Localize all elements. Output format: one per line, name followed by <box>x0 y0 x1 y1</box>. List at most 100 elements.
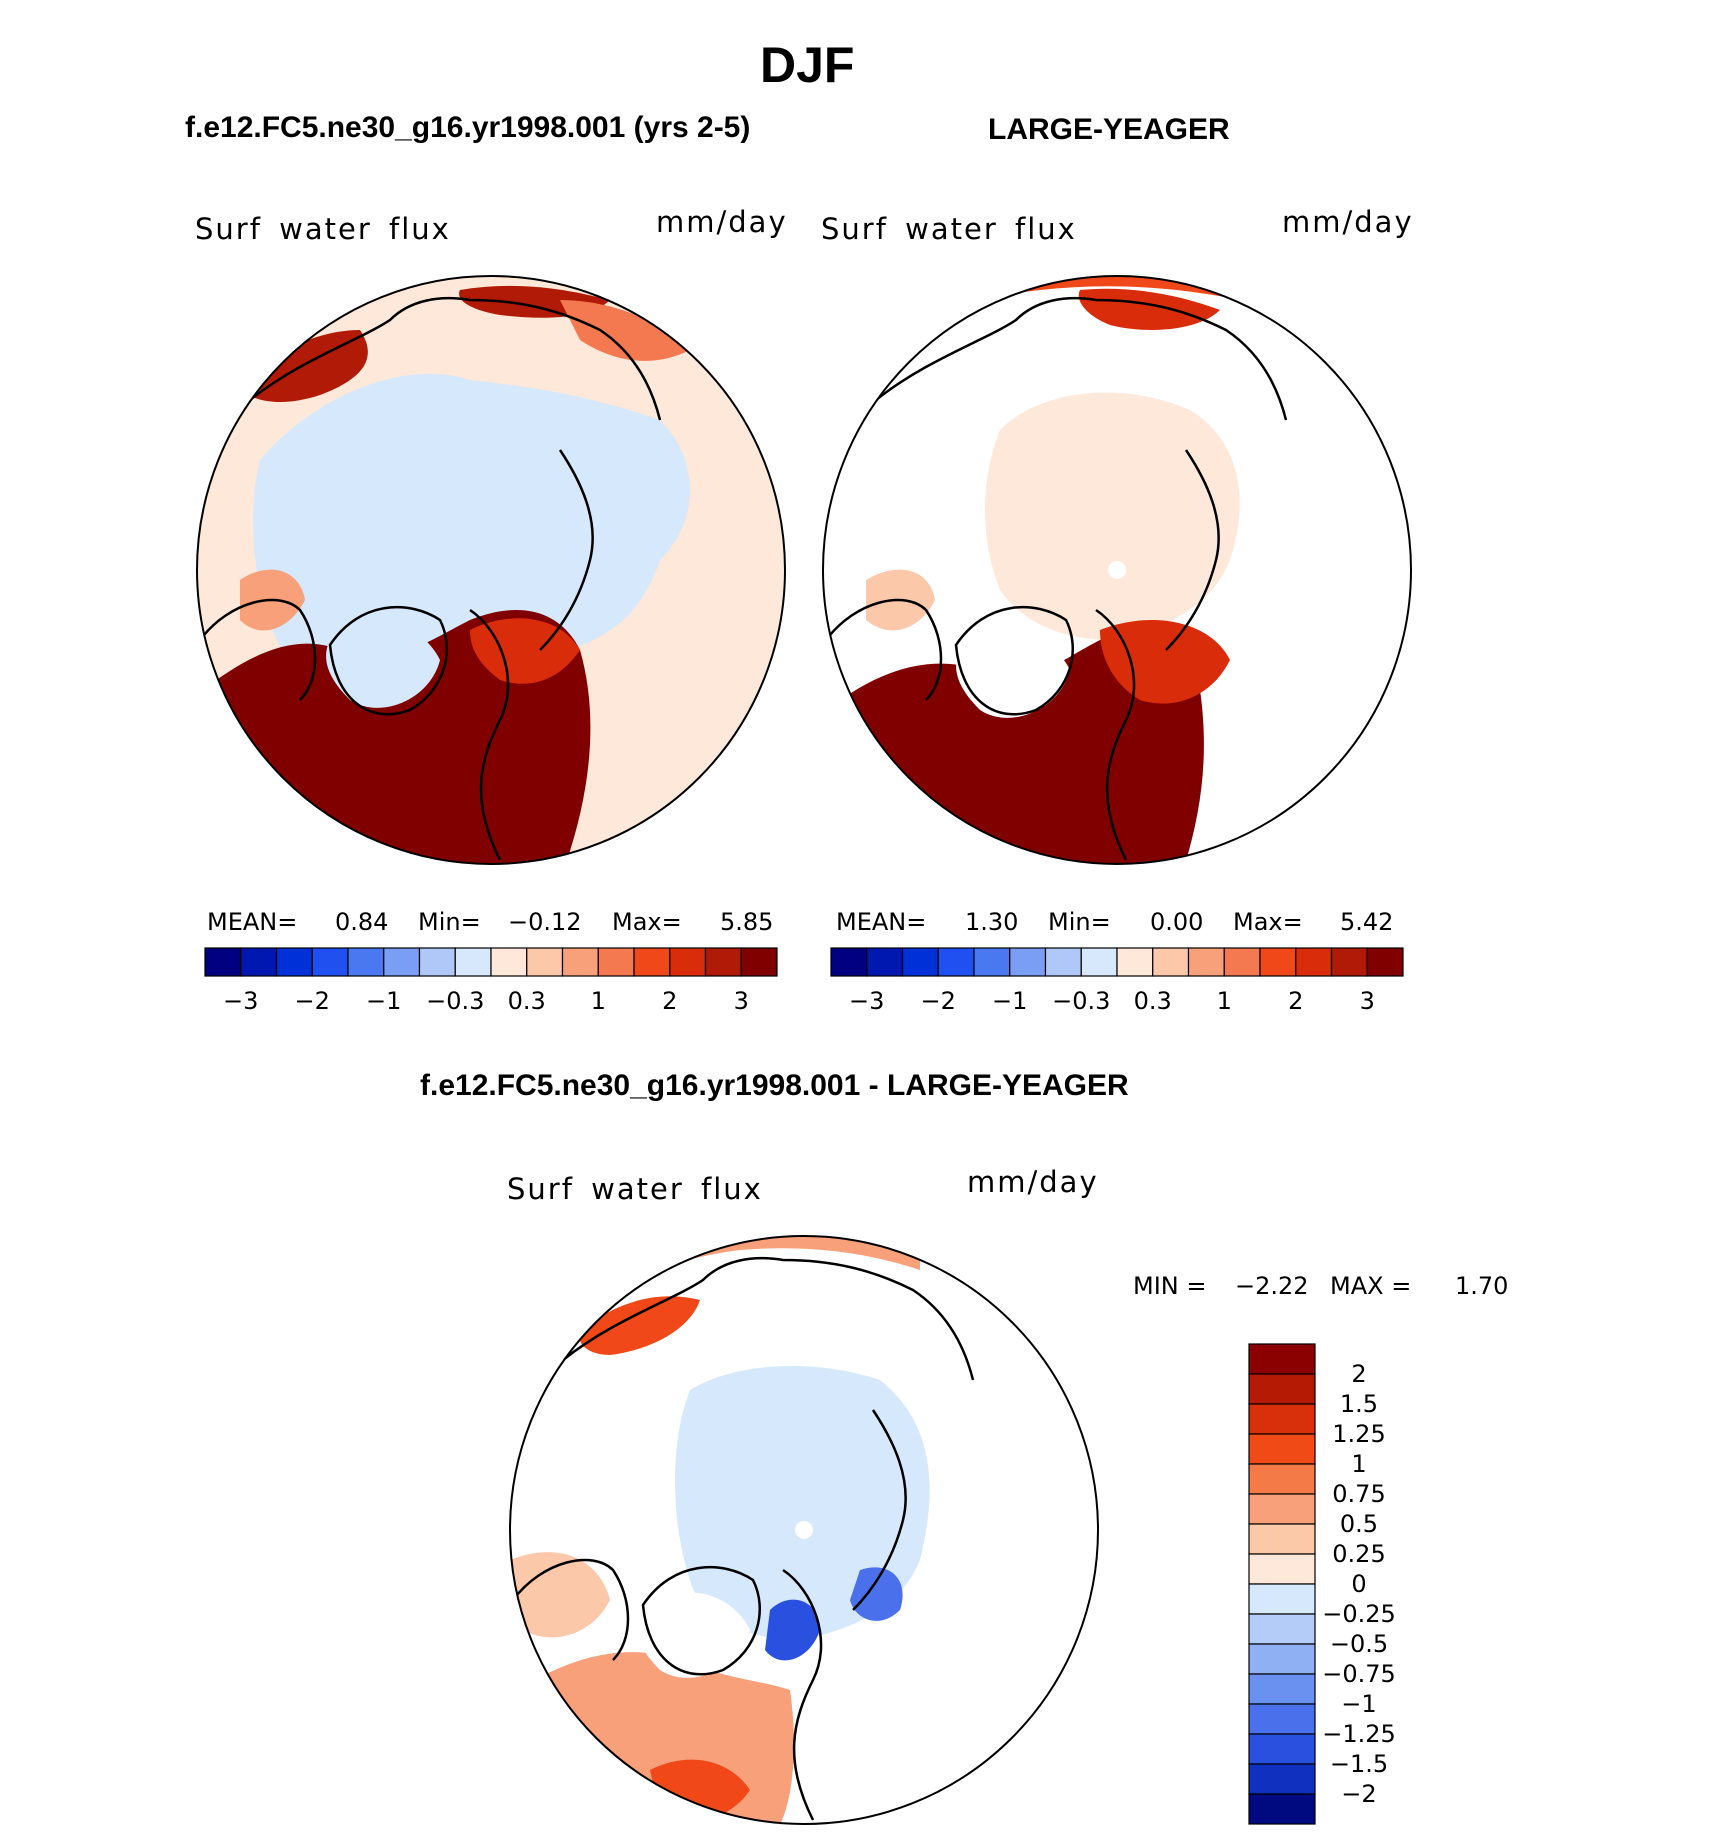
panel1-colorbar-swatch <box>311 947 349 977</box>
panel1-colorbar-tick-label: −2 <box>295 987 330 1015</box>
panel1-colorbar-swatch <box>240 947 278 977</box>
diff-variable-label: Surf water flux <box>507 1172 763 1206</box>
panel1-colorbar-swatch <box>347 947 385 977</box>
panel1-colorbar-tick-label: −1 <box>366 987 401 1015</box>
panel1-coastlines <box>199 296 662 861</box>
panel1-colorbar-swatch <box>740 947 778 977</box>
panel2-mean-label: MEAN= <box>836 908 927 936</box>
diff-colorbar-swatch <box>1248 1613 1316 1645</box>
panel2-max-value: 5.42 <box>1340 908 1394 936</box>
panel2-colorbar-swatch <box>1044 947 1082 977</box>
panel2-colorbar-swatch <box>1366 947 1404 977</box>
diff-colorbar-tick-label: 0.25 <box>1332 1540 1385 1568</box>
panel2-colorbar-swatch <box>1295 947 1333 977</box>
diff-colorbar-swatch <box>1248 1463 1316 1495</box>
panel2-field-arctic <box>985 392 1240 640</box>
diff-colorbar-swatch <box>1248 1553 1316 1585</box>
panel2-colorbar-tick-label: 2 <box>1288 987 1303 1015</box>
panel1-map <box>196 275 786 865</box>
panel1-colorbar-swatch <box>526 947 564 977</box>
panel1-field-greenland <box>326 622 440 708</box>
panel2-colorbar-swatch <box>830 947 868 977</box>
panel1-units: mm/day <box>656 205 788 239</box>
panel2-colorbar-tick-label: −2 <box>921 987 956 1015</box>
diff-colorbar-tick-label: 0.75 <box>1332 1480 1385 1508</box>
panel1-colorbar-swatch <box>204 947 242 977</box>
panel1-colorbar-tick-label: 2 <box>662 987 677 1015</box>
panel2-field-greenland <box>956 632 1070 718</box>
diff-colorbar-tick-label: −0.25 <box>1322 1600 1396 1628</box>
diff-colorbar-swatch <box>1248 1673 1316 1705</box>
panel2-coastlines <box>825 296 1288 861</box>
panel1-colorbar-tick-label: −0.3 <box>426 987 484 1015</box>
diff-colorbar-tick-label: 1 <box>1351 1450 1366 1478</box>
diff-field-scandinavia <box>579 1296 700 1355</box>
panel2-colorbar-tick-label: 3 <box>1360 987 1375 1015</box>
diff-colorbar-tick-label: −1.5 <box>1330 1750 1388 1778</box>
panel2-colorbar-swatch <box>1080 947 1118 977</box>
panel1-colorbar-swatch <box>597 947 635 977</box>
panel2-variable-label: Surf water flux <box>821 212 1077 246</box>
diff-colorbar-tick-label: −0.75 <box>1322 1660 1396 1688</box>
diff-pole-hole <box>795 1521 813 1539</box>
diff-colorbar-swatch <box>1248 1433 1316 1465</box>
panel2-colorbar-swatch <box>1152 947 1190 977</box>
panel1-colorbar-swatch <box>490 947 528 977</box>
panel1-mean-label: MEAN= <box>207 908 298 936</box>
diff-colorbar-tick-label: 1.25 <box>1332 1420 1385 1448</box>
diff-colorbar-tick-label: 0.5 <box>1340 1510 1378 1538</box>
panel2-colorbar-swatch <box>901 947 939 977</box>
diff-colorbar-swatch <box>1248 1733 1316 1765</box>
panel1-colorbar-tick-label: −3 <box>223 987 258 1015</box>
panel2-map <box>822 275 1412 865</box>
diff-coastlines <box>512 1256 975 1821</box>
panel1-min-label: Min= <box>418 908 481 936</box>
panel1-case-title: f.e12.FC5.ne30_g16.yr1998.001 (yrs 2-5) <box>185 111 751 144</box>
diff-colorbar: 21.51.2510.750.50.250−0.25−0.5−0.75−1−1.… <box>1248 1343 1396 1825</box>
panel1-colorbar-tick-label: 0.3 <box>508 987 546 1015</box>
panel2-colorbar-tick-label: 1 <box>1217 987 1232 1015</box>
diff-min-label: MIN = <box>1133 1272 1207 1300</box>
panel2-colorbar-swatch <box>937 947 975 977</box>
diff-colorbar-swatch <box>1248 1703 1316 1735</box>
diff-colorbar-swatch <box>1248 1763 1316 1795</box>
diff-max-value: 1.70 <box>1455 1272 1509 1300</box>
diff-field-alaska <box>510 1552 610 1638</box>
panel2-colorbar-swatch <box>1259 947 1297 977</box>
panel2-colorbar-tick-label: −1 <box>992 987 1027 1015</box>
diff-colorbar-tick-label: −2 <box>1341 1780 1376 1808</box>
panel1-max-label: Max= <box>612 908 682 936</box>
panel1-colorbar-swatch <box>704 947 742 977</box>
diff-colorbar-swatch <box>1248 1643 1316 1675</box>
diff-colorbar-swatch <box>1248 1403 1316 1435</box>
diff-field-greenland <box>636 1592 750 1678</box>
panel2-colorbar-swatch <box>1330 947 1368 977</box>
panel1-variable-label: Surf water flux <box>195 212 451 246</box>
diff-colorbar-swatch <box>1248 1373 1316 1405</box>
panel1-colorbar-swatch <box>561 947 599 977</box>
panel1-colorbar-swatch <box>669 947 707 977</box>
panel1-colorbar: −3 −2 −1 −0.3 0.3 1 2 3 <box>204 947 778 1015</box>
panel2-min-label: Min= <box>1048 908 1111 936</box>
panel2-map-boundary <box>822 275 1412 865</box>
diff-colorbar-swatch <box>1248 1343 1316 1375</box>
panel2-colorbar-swatch <box>1187 947 1225 977</box>
diff-colorbar-swatch <box>1248 1583 1316 1615</box>
panel2-pole-hole <box>1108 561 1126 579</box>
panel2-field-norwegian-sea <box>1100 620 1230 704</box>
panel2-colorbar-swatch <box>1116 947 1154 977</box>
panel1-colorbar-tick-label: 3 <box>734 987 749 1015</box>
figure-title: DJF <box>760 37 855 93</box>
panel2-colorbar-swatch <box>1223 947 1261 977</box>
diff-colorbar-tick-label: −1.25 <box>1322 1720 1396 1748</box>
diff-colorbar-tick-label: 1.5 <box>1340 1390 1378 1418</box>
diff-max-label: MAX = <box>1330 1272 1412 1300</box>
panel2-colorbar-swatch <box>866 947 904 977</box>
panel1-colorbar-swatch <box>633 947 671 977</box>
panel2-field-siberia-core <box>1078 288 1220 330</box>
diff-colorbar-swatch <box>1248 1493 1316 1525</box>
diff-field-barents-neg <box>765 1599 820 1661</box>
panel2-colorbar-tick-label: 0.3 <box>1134 987 1172 1015</box>
diff-map-boundary <box>509 1235 1099 1825</box>
